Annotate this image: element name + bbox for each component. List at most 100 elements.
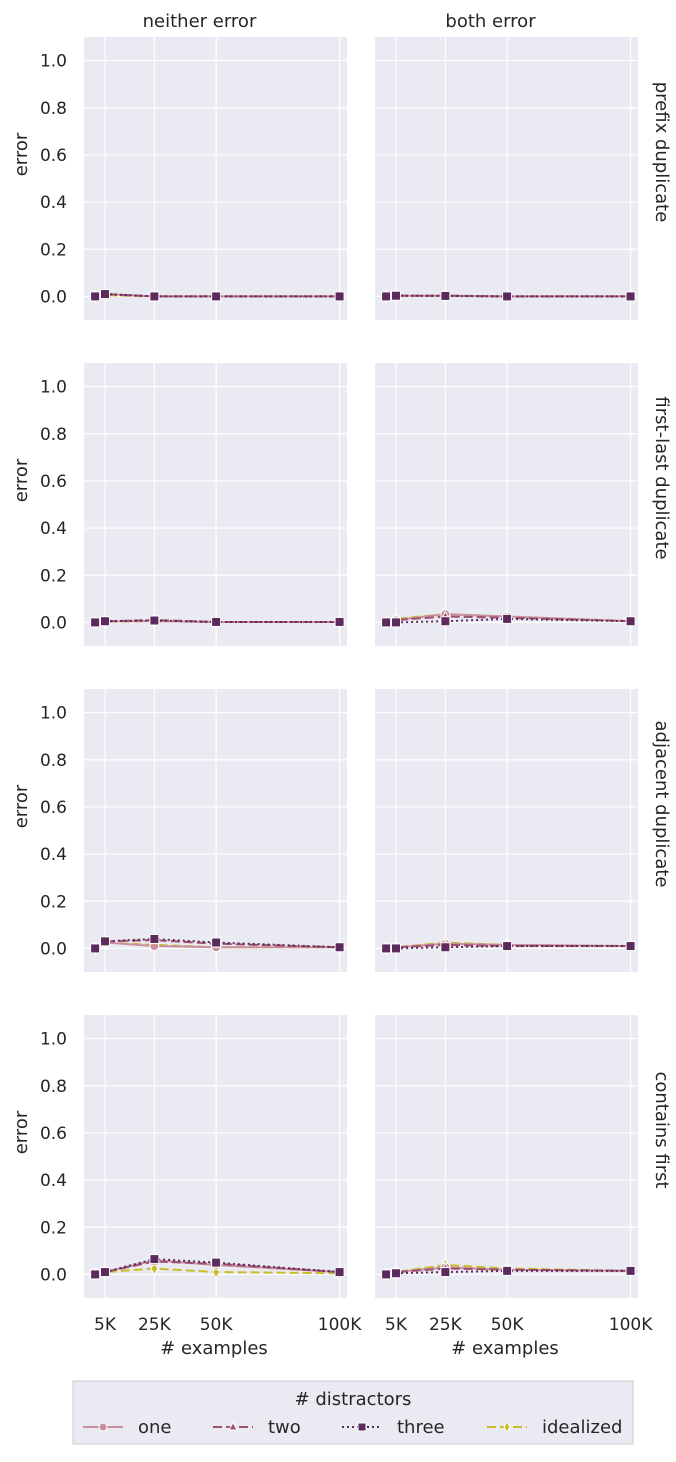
legend-marker-one <box>98 1422 108 1432</box>
panel-background <box>84 1015 347 1298</box>
panel-r1-c0: 0.0 0.2 0.4 0.6 0.8 1.0 error <box>11 363 347 646</box>
y-tick-label: 0.8 <box>40 99 67 119</box>
row-title: first-last duplicate <box>651 396 672 559</box>
data-point-three <box>99 289 110 300</box>
data-point-three <box>211 937 222 948</box>
data-point-three <box>99 1267 110 1278</box>
y-axis-label: error <box>11 458 32 502</box>
legend-marker-three <box>357 1422 367 1432</box>
data-point-three <box>211 1257 222 1268</box>
legend: # distractors one two three idealized <box>72 1380 634 1445</box>
legend-marker-idealized <box>503 1420 511 1434</box>
y-tick-label: 0.4 <box>40 519 67 539</box>
data-point-three <box>90 1269 101 1280</box>
y-tick-label: 0.2 <box>40 566 67 586</box>
data-point-three <box>625 941 636 952</box>
data-point-three <box>90 943 101 954</box>
y-tick-label: 1.0 <box>40 1030 67 1050</box>
legend-label-one: one <box>138 1417 172 1438</box>
column-title: both error <box>445 11 536 32</box>
panel-r0-c0: 0.0 0.2 0.4 0.6 0.8 1.0 error <box>11 37 347 320</box>
y-tick-label: 0.8 <box>40 751 67 771</box>
data-point-idealized <box>150 1261 159 1276</box>
y-tick-label: 0.2 <box>40 1218 67 1238</box>
data-point-three <box>440 616 451 627</box>
x-tick-label: 5K <box>385 1315 408 1335</box>
data-point-three <box>440 1267 451 1278</box>
data-point-three <box>90 617 101 628</box>
panel-r3-c0: 0.0 0.2 0.4 0.6 0.8 1.0 error <box>11 1015 347 1298</box>
y-tick-label: 0.8 <box>40 425 67 445</box>
legend-label-three: three <box>397 1417 445 1438</box>
legend-box <box>72 1380 634 1445</box>
panel-r3-c1: contains first <box>375 1015 672 1298</box>
data-point-three <box>440 942 451 953</box>
data-point-three <box>90 291 101 302</box>
y-tick-label: 0.6 <box>40 146 67 166</box>
x-axis-label: # examples <box>451 1338 559 1359</box>
data-point-three <box>390 1268 401 1279</box>
panel-background <box>84 689 347 972</box>
y-tick-label: 0.4 <box>40 1171 67 1191</box>
data-point-three <box>625 616 636 627</box>
panel-background <box>84 37 347 320</box>
y-tick-label: 0.0 <box>40 287 67 307</box>
data-point-three <box>99 616 110 627</box>
legend-label-two: two <box>268 1417 301 1438</box>
y-axis-label: error <box>11 132 32 176</box>
x-tick-label: 100K <box>318 1315 362 1335</box>
y-tick-label: 0.4 <box>40 193 67 213</box>
panel-background <box>375 363 638 646</box>
y-tick-label: 0.0 <box>40 613 67 633</box>
y-tick-label: 0.4 <box>40 845 67 865</box>
data-point-three <box>381 291 392 302</box>
data-point-three <box>211 291 222 302</box>
y-tick-label: 0.0 <box>40 939 67 959</box>
legend-marker-two <box>228 1421 238 1431</box>
x-tick-label: 5K <box>94 1315 117 1335</box>
panel-r2-c0: 0.0 0.2 0.4 0.6 0.8 1.0 error <box>11 689 347 972</box>
row-title: prefix duplicate <box>651 82 672 223</box>
y-tick-label: 1.0 <box>40 52 67 72</box>
column-title: neither error <box>143 11 257 32</box>
panel-background <box>375 1015 638 1298</box>
data-point-three <box>502 291 513 302</box>
x-tick-label: 25K <box>138 1315 172 1335</box>
data-point-three <box>334 616 345 627</box>
y-axis-label: error <box>11 784 32 828</box>
data-point-three <box>334 291 345 302</box>
panel-background <box>375 689 638 972</box>
panel-r2-c1: adjacent duplicate <box>375 689 672 972</box>
y-tick-label: 0.6 <box>40 472 67 492</box>
row-title: contains first <box>651 1071 672 1188</box>
y-tick-label: 0.6 <box>40 1124 67 1144</box>
data-point-three <box>390 617 401 628</box>
panel-r1-c1: first-last duplicate <box>375 363 672 646</box>
data-point-three <box>625 291 636 302</box>
data-point-three <box>149 933 160 944</box>
data-point-three <box>381 617 392 628</box>
legend-label-idealized: idealized <box>542 1417 622 1438</box>
y-tick-label: 0.6 <box>40 798 67 818</box>
data-point-three <box>502 613 513 624</box>
data-point-three <box>502 941 513 952</box>
data-point-three <box>381 943 392 954</box>
panel-background <box>84 363 347 646</box>
data-point-three <box>440 290 451 301</box>
y-tick-label: 1.0 <box>40 378 67 398</box>
data-point-three <box>390 943 401 954</box>
data-point-three <box>334 942 345 953</box>
data-point-three <box>390 290 401 301</box>
data-point-three <box>149 1254 160 1265</box>
x-tick-label: 25K <box>429 1315 463 1335</box>
x-tick-label: 100K <box>609 1315 653 1335</box>
data-point-three <box>381 1269 392 1280</box>
y-tick-label: 0.0 <box>40 1265 67 1285</box>
panel-background <box>375 37 638 320</box>
legend-title: # distractors <box>295 1389 412 1410</box>
data-point-three <box>99 936 110 947</box>
data-point-three <box>149 291 160 302</box>
data-point-three <box>502 1265 513 1276</box>
y-tick-label: 0.2 <box>40 892 67 912</box>
